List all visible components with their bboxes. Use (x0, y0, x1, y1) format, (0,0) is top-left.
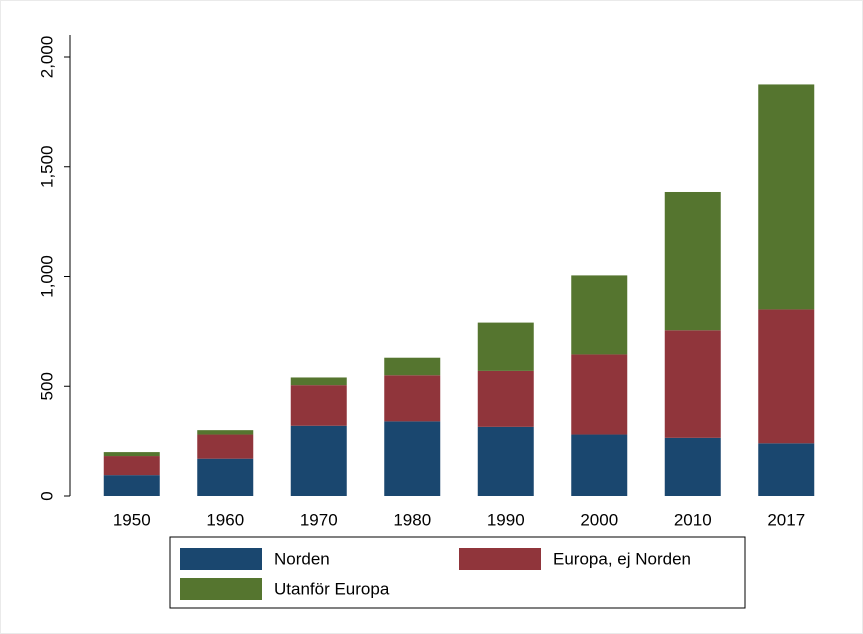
bar-segment (664, 191, 721, 331)
bar-segment (571, 434, 628, 496)
bar-segment (103, 452, 160, 457)
x-tick-label: 2000 (580, 510, 618, 529)
legend-box (169, 536, 746, 609)
bar-segment (197, 434, 254, 459)
x-tick-label: 1970 (300, 510, 338, 529)
legend-label: Europa, ej Norden (553, 549, 691, 568)
x-tick-label: 2010 (674, 510, 712, 529)
bar-segment (664, 330, 721, 438)
bar-segment (384, 357, 441, 376)
y-tick-label: 1,500 (37, 145, 56, 188)
bar-segment (571, 275, 628, 355)
y-tick-label: 0 (37, 491, 56, 500)
x-tick-label: 2017 (767, 510, 805, 529)
bar-segment (477, 426, 534, 496)
bar-segment (664, 437, 721, 496)
bar-segment (758, 84, 815, 310)
x-tick-label: 1960 (206, 510, 244, 529)
bar-segment (103, 456, 160, 476)
bar-segment (384, 375, 441, 422)
legend-swatch (180, 548, 262, 570)
x-tick-label: 1950 (113, 510, 151, 529)
bar-segment (758, 309, 815, 444)
x-tick-label: 1990 (487, 510, 525, 529)
legend-swatch (180, 578, 262, 600)
bar-segment (290, 385, 347, 426)
y-tick-label: 1,000 (37, 255, 56, 298)
bar-segment (384, 421, 441, 496)
legend-label: Utanför Europa (274, 579, 390, 598)
legend-swatch (459, 548, 541, 570)
bar-segment (197, 430, 254, 435)
x-tick-label: 1980 (393, 510, 431, 529)
y-tick-label: 500 (37, 372, 56, 400)
y-tick-label: 2,000 (37, 36, 56, 79)
bar-segment (477, 370, 534, 427)
bar-segment (758, 443, 815, 496)
bar-segment (477, 322, 534, 371)
bar-segment (290, 377, 347, 386)
bar-segment (197, 458, 254, 496)
bar-segment (103, 475, 160, 496)
bar-segment (571, 354, 628, 435)
legend-label: Norden (274, 549, 330, 568)
bar-segment (290, 425, 347, 496)
